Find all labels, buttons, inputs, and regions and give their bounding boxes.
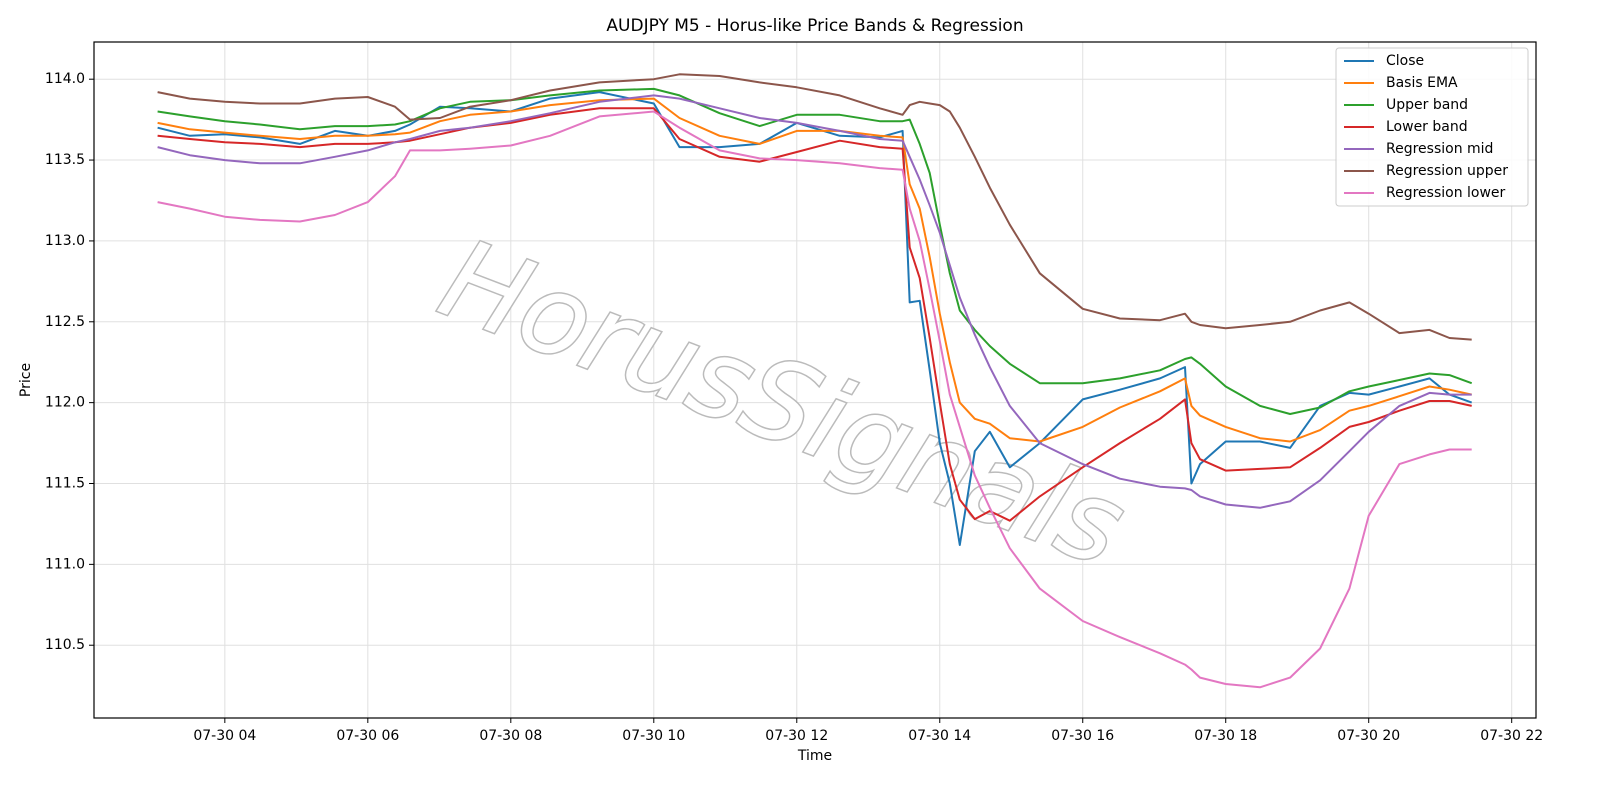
y-tick-label: 111.0 — [45, 556, 85, 572]
legend: Close Basis EMA Upper band Lower band Regres… — [1335, 47, 1529, 207]
legend-label: Lower band — [1386, 119, 1468, 135]
x-tick-label: 07-30 06 — [336, 728, 399, 744]
legend-label: Regression upper — [1386, 163, 1508, 179]
legend-label: Upper band — [1386, 97, 1468, 113]
plot-frame — [93, 41, 1537, 719]
legend-label: Regression lower — [1386, 185, 1506, 201]
legend-box — [1335, 47, 1529, 207]
legend-label: Regression mid — [1386, 141, 1493, 157]
y-tick-label: 112.5 — [45, 314, 85, 330]
series-line — [157, 107, 1472, 522]
series-line — [157, 87, 1473, 415]
y-tick-label: 112.0 — [45, 395, 85, 411]
x-tick-label: 07-30 18 — [1194, 728, 1257, 744]
x-tick-label: 07-30 04 — [193, 728, 256, 744]
x-axis-label: Time — [797, 748, 832, 764]
x-tick-label: 07-30 12 — [765, 728, 828, 744]
x-tick-label: 07-30 16 — [1051, 728, 1114, 744]
x-tick-label: 07-30 10 — [622, 728, 685, 744]
legend-label: Basis EMA — [1386, 75, 1458, 91]
series-line — [157, 91, 1473, 546]
y-tick-label: 113.0 — [45, 233, 85, 249]
y-axis-label: Price — [18, 363, 34, 397]
series-line — [157, 97, 1472, 443]
x-tick-label: 07-30 22 — [1480, 728, 1543, 744]
y-tick-label: 111.5 — [45, 476, 85, 492]
y-tick-label: 113.5 — [45, 152, 85, 168]
x-tick-label: 07-30 08 — [479, 728, 542, 744]
x-tick-label: 07-30 14 — [908, 728, 971, 744]
x-tick-label: 07-30 20 — [1337, 728, 1400, 744]
series-line — [157, 94, 1472, 509]
chart-title: AUDJPY M5 - Horus-like Price Bands & Reg… — [606, 16, 1023, 36]
series-line — [157, 73, 1472, 341]
y-tick-label: 114.0 — [45, 71, 85, 87]
series-line — [157, 110, 1472, 689]
legend-label: Close — [1386, 53, 1424, 69]
y-tick-label: 110.5 — [45, 637, 85, 653]
